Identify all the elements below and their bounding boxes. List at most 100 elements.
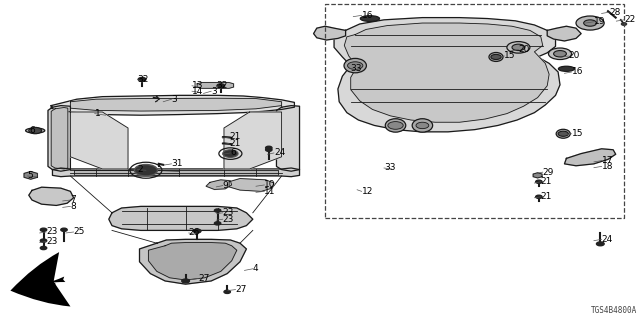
Circle shape xyxy=(491,54,501,60)
Polygon shape xyxy=(276,106,300,171)
Text: 20: 20 xyxy=(568,52,580,60)
Text: 27: 27 xyxy=(198,274,210,283)
Text: TGS4B4800A: TGS4B4800A xyxy=(591,306,637,315)
Circle shape xyxy=(223,150,238,157)
Circle shape xyxy=(548,48,572,60)
Polygon shape xyxy=(51,95,294,115)
Circle shape xyxy=(266,148,272,151)
Circle shape xyxy=(40,228,47,231)
Polygon shape xyxy=(148,243,237,280)
Ellipse shape xyxy=(489,52,503,61)
Circle shape xyxy=(536,180,542,183)
Circle shape xyxy=(507,42,530,53)
Polygon shape xyxy=(206,180,232,189)
Polygon shape xyxy=(197,83,234,88)
Text: 21: 21 xyxy=(541,192,552,201)
Text: 9: 9 xyxy=(223,181,228,190)
Text: 33: 33 xyxy=(384,164,396,172)
Text: 21: 21 xyxy=(541,177,552,186)
Polygon shape xyxy=(52,168,300,177)
Circle shape xyxy=(558,131,568,136)
Ellipse shape xyxy=(360,16,380,21)
Text: 3: 3 xyxy=(211,87,217,96)
Text: 8: 8 xyxy=(70,202,76,211)
Text: 5: 5 xyxy=(28,172,33,180)
Circle shape xyxy=(554,51,566,57)
Text: 12: 12 xyxy=(362,187,373,196)
Text: 18: 18 xyxy=(602,162,613,171)
Text: FR.: FR. xyxy=(37,277,56,287)
Polygon shape xyxy=(51,108,68,169)
Text: 4: 4 xyxy=(253,264,259,273)
Circle shape xyxy=(388,122,403,129)
Polygon shape xyxy=(140,239,246,284)
Text: 20: 20 xyxy=(518,45,530,54)
Text: 3: 3 xyxy=(172,95,177,104)
Text: 24: 24 xyxy=(602,235,613,244)
Text: 23: 23 xyxy=(46,237,58,246)
Polygon shape xyxy=(533,173,542,178)
Text: 22: 22 xyxy=(624,15,636,24)
Polygon shape xyxy=(70,98,282,111)
Text: 15: 15 xyxy=(572,129,583,138)
Circle shape xyxy=(193,229,201,233)
Polygon shape xyxy=(229,179,274,191)
Text: 10: 10 xyxy=(264,180,276,189)
Polygon shape xyxy=(344,23,549,122)
Circle shape xyxy=(29,127,42,134)
Text: 17: 17 xyxy=(602,156,613,165)
Circle shape xyxy=(182,279,189,283)
Text: 25: 25 xyxy=(74,228,85,236)
Text: 7: 7 xyxy=(70,196,76,204)
Circle shape xyxy=(214,222,221,225)
Circle shape xyxy=(621,23,627,25)
Circle shape xyxy=(416,122,429,129)
Circle shape xyxy=(584,20,596,26)
Circle shape xyxy=(40,239,47,242)
Text: 32: 32 xyxy=(216,81,228,90)
Polygon shape xyxy=(109,206,253,230)
Polygon shape xyxy=(547,26,581,41)
Circle shape xyxy=(61,228,67,231)
Text: 23: 23 xyxy=(223,215,234,224)
Ellipse shape xyxy=(385,119,406,132)
Text: 16: 16 xyxy=(572,68,583,76)
Text: 24: 24 xyxy=(274,148,285,157)
Ellipse shape xyxy=(344,58,367,73)
Circle shape xyxy=(266,146,272,149)
Text: 16: 16 xyxy=(362,11,373,20)
Circle shape xyxy=(576,16,604,30)
Polygon shape xyxy=(564,149,616,166)
Ellipse shape xyxy=(556,129,570,138)
Polygon shape xyxy=(314,26,346,40)
Text: 33: 33 xyxy=(351,64,362,73)
Polygon shape xyxy=(29,187,74,205)
Text: 2: 2 xyxy=(138,165,143,174)
Text: 26: 26 xyxy=(189,228,200,237)
Text: 19: 19 xyxy=(594,17,605,26)
Text: 13: 13 xyxy=(192,81,204,90)
Circle shape xyxy=(134,164,157,176)
Polygon shape xyxy=(224,112,282,169)
Circle shape xyxy=(217,84,225,88)
Ellipse shape xyxy=(558,66,575,71)
Text: 21: 21 xyxy=(229,132,241,141)
Circle shape xyxy=(348,62,363,69)
Polygon shape xyxy=(24,172,37,179)
Text: 6: 6 xyxy=(29,126,35,135)
Text: 29: 29 xyxy=(543,168,554,177)
Circle shape xyxy=(536,195,542,198)
Text: 23: 23 xyxy=(46,228,58,236)
Polygon shape xyxy=(74,170,278,175)
Circle shape xyxy=(224,290,230,293)
Ellipse shape xyxy=(412,119,433,132)
Text: 21: 21 xyxy=(229,139,241,148)
Text: 32: 32 xyxy=(138,75,149,84)
Circle shape xyxy=(138,77,146,81)
Text: 6: 6 xyxy=(230,148,236,157)
Circle shape xyxy=(596,242,604,246)
Text: 1: 1 xyxy=(95,109,100,118)
Circle shape xyxy=(214,209,221,212)
Polygon shape xyxy=(334,18,560,132)
Text: 31: 31 xyxy=(172,159,183,168)
